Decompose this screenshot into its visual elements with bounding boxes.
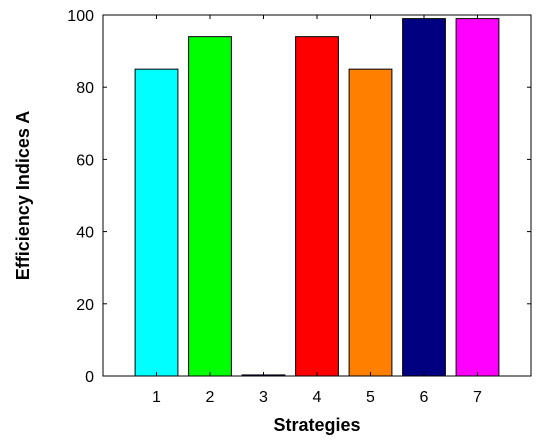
y-tick-label: 0 — [85, 369, 94, 386]
ticks-group: 1 2 3 4 5 6 7 0 20 40 60 80 100 — [67, 8, 531, 406]
bar-4 — [295, 36, 339, 377]
bar-1 — [134, 68, 179, 377]
y-tick-label: 40 — [76, 225, 94, 242]
y-axis-title: Efficiency Indices A — [13, 111, 33, 280]
bar-5 — [348, 68, 393, 377]
bar-7 — [455, 18, 500, 377]
x-tick-label: 2 — [206, 389, 215, 406]
y-tick-label: 80 — [76, 80, 94, 97]
y-tick-label: 20 — [76, 297, 94, 314]
y-tick-label: 60 — [76, 152, 94, 169]
bars-group — [134, 18, 500, 377]
x-tick-label: 6 — [420, 389, 429, 406]
x-tick-label: 3 — [259, 389, 268, 406]
x-tick-label: 1 — [152, 389, 161, 406]
bar-2 — [188, 36, 232, 377]
y-tick-label: 100 — [67, 8, 94, 25]
x-tick-label: 5 — [366, 389, 375, 406]
x-axis-title: Strategies — [273, 415, 360, 435]
bar-6 — [402, 18, 446, 377]
x-tick-label: 4 — [313, 389, 322, 406]
x-tick-label: 7 — [473, 389, 482, 406]
